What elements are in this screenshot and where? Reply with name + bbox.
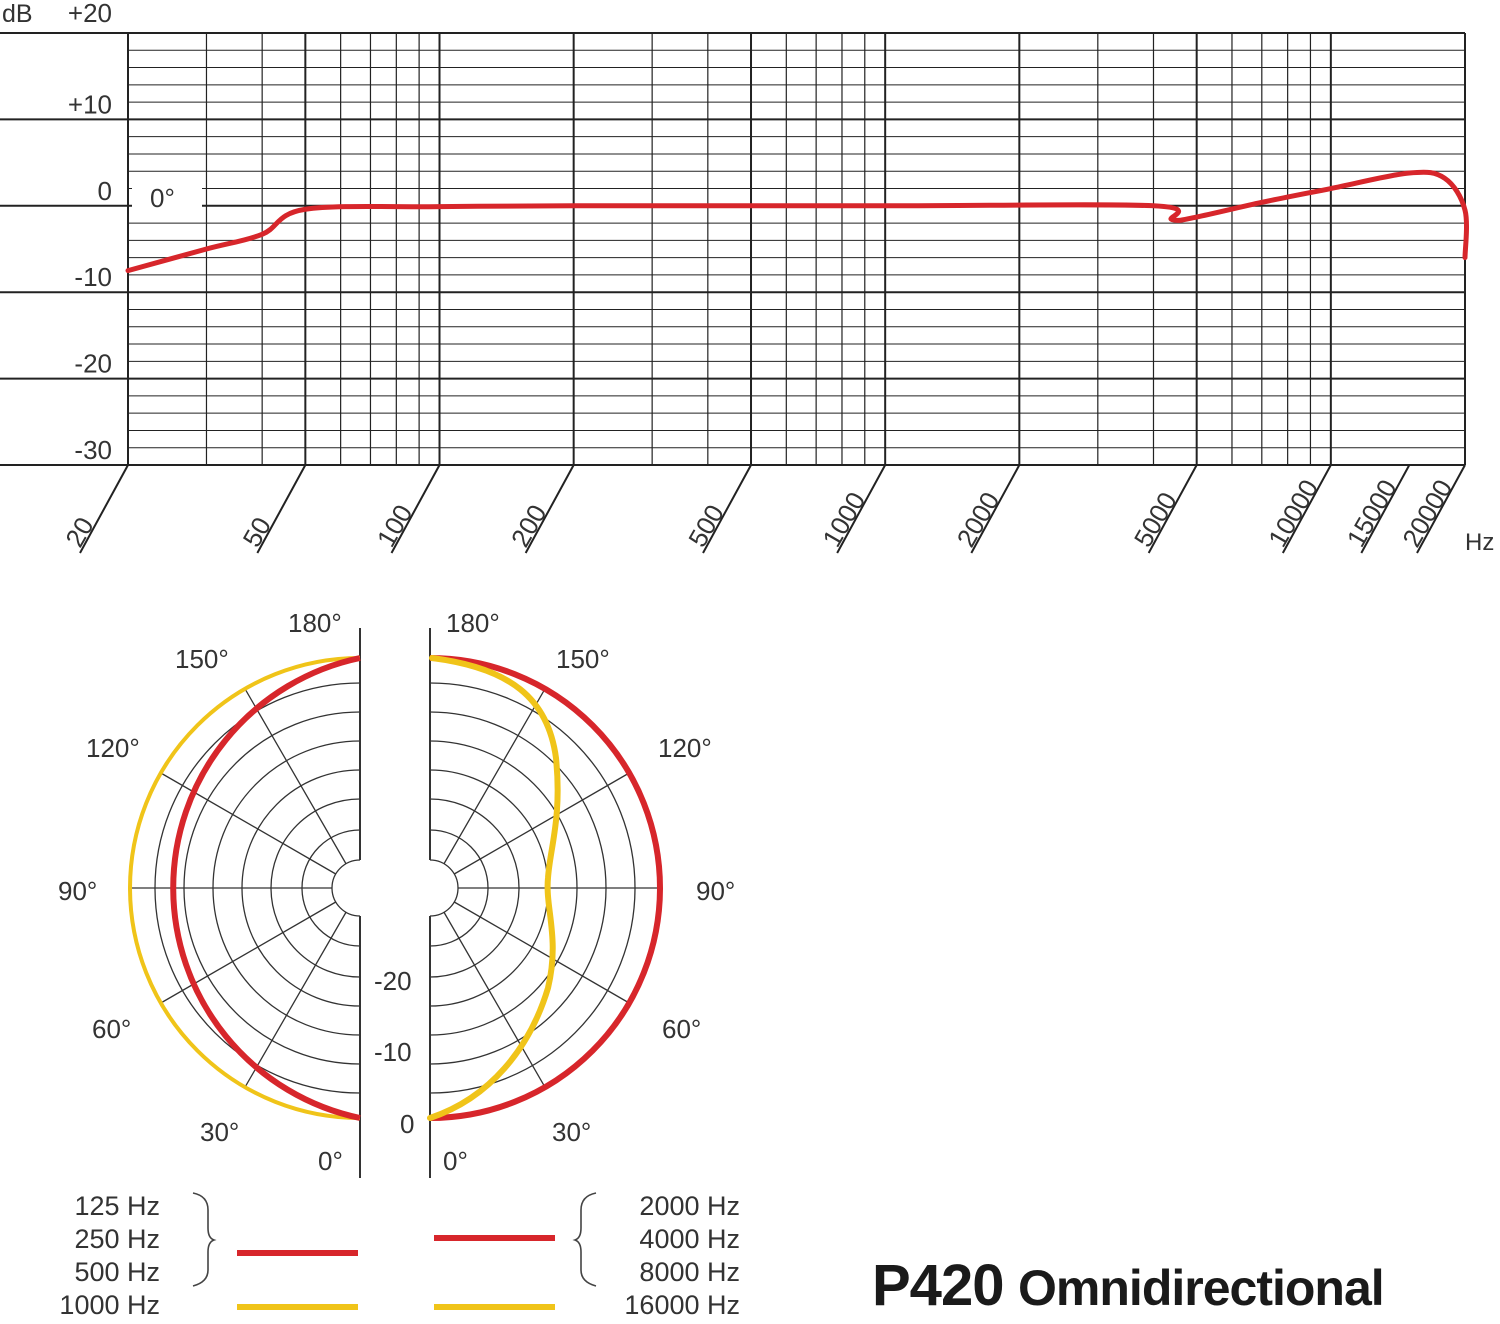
series-label: 0° bbox=[150, 183, 175, 213]
x-tick-marker bbox=[79, 464, 129, 554]
x-tick-marker bbox=[836, 464, 887, 554]
polar-angle-label: 90° bbox=[696, 876, 735, 906]
legend-label-125hz: 125 Hz bbox=[74, 1191, 160, 1221]
legend-right-group: 2000 Hz 4000 Hz 8000 Hz 16000 Hz bbox=[590, 1190, 740, 1322]
x-tick-label: 500 bbox=[682, 499, 730, 552]
product-pattern: Omnidirectional bbox=[1018, 1260, 1385, 1316]
product-title: P420 Omnidirectional bbox=[872, 1252, 1385, 1319]
polar-spoke bbox=[244, 688, 347, 865]
legend-left-group: 125 Hz 250 Hz 500 Hz 1000 Hz bbox=[40, 1190, 160, 1322]
polar-curve-16000hz bbox=[427, 655, 561, 1121]
legend-label-250hz: 250 Hz bbox=[74, 1224, 160, 1254]
y-tick-label: -20 bbox=[74, 349, 112, 379]
polar-plot-high-frequencies bbox=[427, 628, 663, 1178]
x-tick-label: 100 bbox=[371, 499, 419, 552]
x-tick-marker bbox=[1416, 464, 1466, 554]
polar-curve-125-500hz bbox=[170, 655, 361, 1121]
legend-label-16000hz: 16000 Hz bbox=[624, 1290, 740, 1320]
polar-radial-label: 0 bbox=[400, 1109, 414, 1139]
polar-angle-label: 150° bbox=[175, 644, 229, 674]
polar-spoke bbox=[443, 911, 546, 1088]
x-tick-marker bbox=[390, 464, 441, 554]
legend-label-500hz: 500 Hz bbox=[74, 1257, 160, 1287]
x-tick-marker bbox=[524, 464, 575, 554]
polar-angle-label: 60° bbox=[662, 1014, 701, 1044]
polar-plot-labels: 180° 150° 120° 90° 60° 30° 0° 180° 150° 120° 90° 60… bbox=[58, 608, 735, 1176]
frequency-response-grid bbox=[0, 32, 1466, 466]
product-model: P420 bbox=[872, 1253, 1004, 1318]
frequency-response-labels: 20 50 100 200 500 1000 2000 5000 10000 1500020000… bbox=[2, 0, 1494, 556]
polar-spoke bbox=[443, 688, 546, 865]
y-tick-label: 0 bbox=[98, 176, 112, 206]
x-tick-label: 10000 bbox=[1262, 474, 1324, 552]
x-tick-marker bbox=[1147, 464, 1198, 554]
x-tick-label: 20000 bbox=[1396, 474, 1458, 552]
polar-plot-low-frequencies bbox=[128, 628, 361, 1178]
polar-angle-label: 180° bbox=[446, 608, 500, 638]
y-tick-label: -30 bbox=[74, 435, 112, 465]
legend-label-8000hz: 8000 Hz bbox=[639, 1257, 740, 1287]
legend-brace-left bbox=[192, 1192, 217, 1287]
x-tick-label: 2000 bbox=[951, 487, 1006, 552]
legend-graphics bbox=[192, 1192, 597, 1310]
x-tick-label: 20 bbox=[59, 512, 99, 552]
polar-angle-label: 150° bbox=[556, 644, 610, 674]
x-tick-label: 200 bbox=[505, 499, 553, 552]
polar-angle-label: 0° bbox=[443, 1146, 468, 1176]
x-tick-label: 5000 bbox=[1128, 487, 1183, 552]
polar-radial-label: -10 bbox=[374, 1037, 412, 1067]
polar-curve-1000hz bbox=[128, 656, 361, 1120]
polar-spoke bbox=[160, 901, 337, 1004]
polar-angle-label: 0° bbox=[318, 1146, 343, 1176]
y-axis-label: dB bbox=[2, 0, 33, 28]
polar-radial-label: -20 bbox=[374, 966, 412, 996]
y-tick-label: +20 bbox=[68, 0, 112, 28]
polar-angle-label: 30° bbox=[552, 1117, 591, 1147]
x-tick-marker bbox=[970, 464, 1021, 554]
y-tick-label: -10 bbox=[74, 262, 112, 292]
x-axis-label: Hz bbox=[1465, 529, 1494, 556]
x-tick-marker bbox=[256, 464, 307, 554]
polar-angle-label: 120° bbox=[658, 733, 712, 763]
legend-label-1000hz: 1000 Hz bbox=[59, 1290, 160, 1320]
polar-spoke bbox=[453, 901, 630, 1004]
polar-ring bbox=[429, 859, 459, 917]
polar-spoke bbox=[453, 772, 630, 875]
polar-angle-label: 180° bbox=[288, 608, 342, 638]
y-tick-label: +10 bbox=[68, 89, 112, 119]
x-tick-marker bbox=[1360, 464, 1411, 554]
polar-ring bbox=[331, 859, 361, 917]
series-label-box bbox=[132, 172, 202, 222]
frequency-response-curve: 0° bbox=[125, 169, 1469, 274]
x-tick-label: 1000 bbox=[816, 487, 871, 552]
polar-spoke bbox=[160, 772, 337, 875]
x-tick-label: 15000 bbox=[1341, 474, 1403, 552]
polar-spoke bbox=[244, 911, 347, 1088]
polar-angle-label: 30° bbox=[200, 1117, 239, 1147]
polar-angle-label: 60° bbox=[92, 1014, 131, 1044]
x-tick-label: 50 bbox=[237, 512, 277, 552]
legend-brace-right bbox=[572, 1192, 597, 1287]
polar-curve-2000-8000hz bbox=[429, 655, 663, 1121]
x-tick-marker bbox=[1281, 464, 1332, 554]
polar-angle-label: 90° bbox=[58, 876, 97, 906]
x-tick-marker bbox=[702, 464, 752, 554]
frequency-curve-0deg bbox=[125, 169, 1469, 274]
polar-angle-label: 120° bbox=[86, 733, 140, 763]
legend-label-2000hz: 2000 Hz bbox=[639, 1191, 740, 1221]
legend-label-4000hz: 4000 Hz bbox=[639, 1224, 740, 1254]
